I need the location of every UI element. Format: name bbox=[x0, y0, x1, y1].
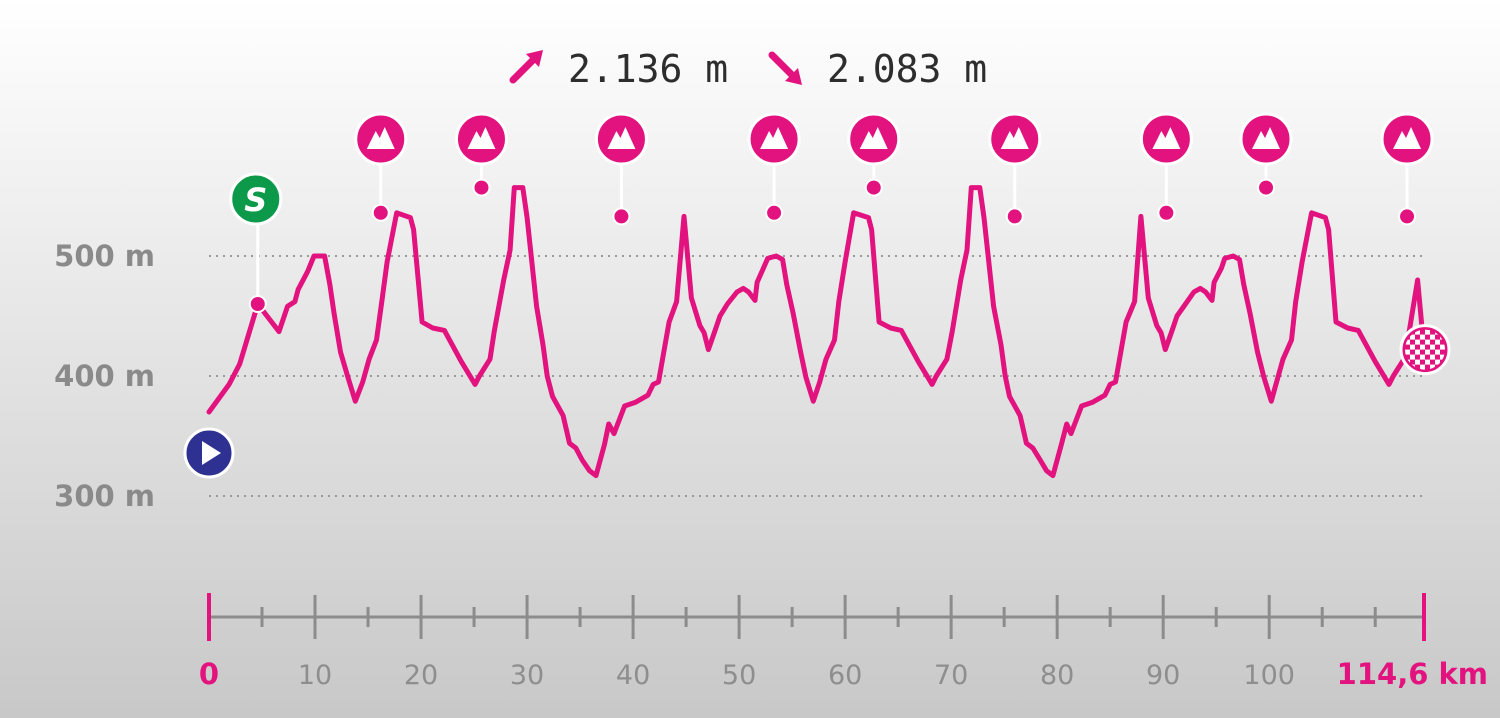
flag-square bbox=[1415, 349, 1420, 355]
x-tick-label: 0 bbox=[199, 657, 219, 691]
total-descent: 2.083 m bbox=[827, 47, 987, 91]
climb-marker bbox=[1239, 112, 1293, 166]
climb-marker bbox=[847, 112, 901, 166]
x-tick-label: 50 bbox=[722, 660, 756, 691]
flag-square bbox=[1405, 339, 1410, 345]
summit-point bbox=[1005, 207, 1024, 226]
sprint-marker: S bbox=[229, 172, 283, 226]
flag-square bbox=[1420, 354, 1425, 360]
flag-square bbox=[1425, 349, 1430, 355]
x-tick-label: 100 bbox=[1243, 660, 1295, 691]
flag-square bbox=[1430, 364, 1435, 370]
marker-stems bbox=[256, 159, 1409, 304]
summit-point bbox=[864, 178, 883, 197]
sprint-label: S bbox=[244, 181, 267, 219]
climb-marker bbox=[1380, 112, 1434, 166]
x-tick-label: 114,6 km bbox=[1337, 657, 1488, 691]
sprint-point bbox=[248, 295, 267, 313]
flag-square bbox=[1405, 349, 1410, 355]
mountain-icon bbox=[467, 127, 496, 149]
flag-square bbox=[1440, 344, 1445, 350]
x-tick-label: 20 bbox=[404, 660, 438, 691]
summit-point bbox=[1257, 178, 1276, 197]
mountain-icon bbox=[1393, 127, 1422, 149]
flag-square bbox=[1430, 344, 1435, 350]
flag-square bbox=[1435, 359, 1440, 365]
x-tick-label: 70 bbox=[934, 660, 968, 691]
summit-point bbox=[1398, 207, 1417, 226]
flag-square bbox=[1425, 339, 1430, 345]
arrow-up-right-icon bbox=[509, 50, 543, 84]
flag-square bbox=[1425, 329, 1430, 335]
flag-square bbox=[1415, 359, 1420, 365]
flag-square bbox=[1415, 339, 1420, 345]
start-marker bbox=[183, 427, 235, 479]
flag-square bbox=[1430, 354, 1435, 360]
mountain-icon bbox=[859, 127, 888, 149]
y-tick-label: 300 m bbox=[54, 479, 155, 513]
summit-point bbox=[765, 203, 784, 222]
mountain-icon bbox=[760, 127, 789, 149]
y-grid bbox=[209, 255, 1424, 497]
total-ascent: 2.136 m bbox=[568, 47, 728, 91]
flag-square bbox=[1420, 334, 1425, 340]
x-tick-label: 10 bbox=[298, 660, 332, 691]
x-tick-label: 90 bbox=[1146, 660, 1180, 691]
flag-square bbox=[1415, 329, 1420, 335]
arrow-down-right-icon bbox=[768, 51, 802, 85]
flag-square bbox=[1425, 359, 1430, 365]
summit-point bbox=[612, 207, 631, 226]
mountain-icon bbox=[366, 127, 395, 149]
flag-square bbox=[1410, 344, 1415, 350]
finish-marker bbox=[1399, 324, 1451, 376]
climb-marker bbox=[988, 112, 1042, 166]
flag-square bbox=[1440, 354, 1445, 360]
flag-square bbox=[1410, 354, 1415, 360]
sprint-circle bbox=[229, 172, 283, 226]
climb-marker bbox=[354, 112, 408, 166]
x-tick-label: 30 bbox=[510, 660, 544, 691]
summit-point bbox=[371, 203, 390, 222]
mountain-icon bbox=[1152, 127, 1181, 149]
flag-square bbox=[1420, 344, 1425, 350]
climb-marker bbox=[594, 112, 648, 166]
flag-square bbox=[1410, 334, 1415, 340]
route-markers: S bbox=[183, 112, 1451, 479]
climb-marker bbox=[1139, 112, 1193, 166]
climb-marker bbox=[747, 112, 801, 166]
y-tick-label: 500 m bbox=[54, 239, 155, 273]
x-axis: 0 10 20 30 40 50 60 70 80 90 100 114,6 km bbox=[199, 593, 1488, 691]
flag-square bbox=[1430, 334, 1435, 340]
x-tick-label: 80 bbox=[1040, 660, 1074, 691]
flag-square bbox=[1435, 349, 1440, 355]
mountain-icon bbox=[1252, 127, 1281, 149]
header-stats: 2.136 m 2.083 m bbox=[509, 47, 987, 91]
mountain-icon bbox=[607, 127, 636, 149]
x-tick-label: 40 bbox=[616, 660, 650, 691]
y-axis-labels: 500 m 400 m 300 m bbox=[54, 239, 155, 513]
flag-square bbox=[1420, 364, 1425, 370]
mountain-icon bbox=[1000, 127, 1029, 149]
flag-square bbox=[1435, 339, 1440, 345]
summit-point bbox=[472, 178, 491, 197]
y-tick-label: 400 m bbox=[54, 359, 155, 393]
play-icon bbox=[202, 441, 221, 465]
climb-marker bbox=[454, 112, 508, 166]
elevation-line bbox=[206, 185, 1427, 479]
summit-point bbox=[1157, 203, 1176, 222]
x-tick-label: 60 bbox=[828, 660, 862, 691]
